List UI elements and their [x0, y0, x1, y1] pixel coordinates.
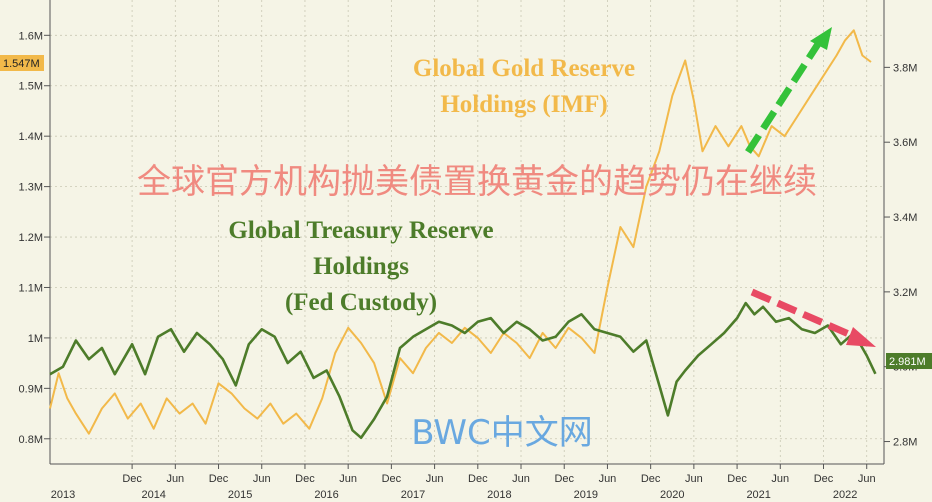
series-lines	[49, 29, 877, 440]
x-axis-month-label: Dec	[641, 473, 661, 485]
left-axis-tick-label: 1.5M	[19, 81, 43, 93]
x-axis-month-label: Dec	[295, 473, 315, 485]
chart-title: 全球官方机构抛美债置换黄金的趋势仍在继续	[137, 162, 817, 202]
up-trend-arrow-shaft	[745, 42, 821, 154]
up-trend-arrow	[745, 27, 832, 154]
left-current-value-tag: 1.547M	[0, 55, 44, 71]
x-axis-month-label: Jun	[858, 473, 876, 485]
up-trend-arrow-head	[810, 27, 832, 50]
down-trend-arrow-shaft	[750, 288, 860, 342]
treasury-annotation-line1: Global Treasury Reserve	[228, 217, 493, 244]
x-axis-month-label: Dec	[727, 473, 747, 485]
left-axis-tick-label: 1.1M	[19, 282, 43, 294]
x-axis-year-label: 2022	[833, 489, 857, 501]
x-axis-month-label: Jun	[512, 473, 530, 485]
down-trend-arrow	[750, 288, 876, 347]
treasury-annotation-line2: Holdings	[313, 253, 409, 280]
x-axis-year-label: 2019	[574, 489, 598, 501]
left-axis-tick-label: 1.4M	[19, 131, 43, 143]
right-current-value-tag: 2.981M	[886, 353, 932, 369]
x-axis-year-label: 2014	[141, 489, 165, 501]
x-axis-month-label: Dec	[468, 473, 488, 485]
x-axis-year-label: 2015	[228, 489, 252, 501]
right-axis-tick-label: 3.2M	[893, 287, 917, 299]
x-axis-month-label: Dec	[122, 473, 142, 485]
axes: 0.8M 0.9M 1M 1.1M 1.2M 1.3M 1.4M 1.5M 1.6M 2.8M 3.…	[19, 0, 917, 501]
watermark-text: BWC中文网	[411, 413, 592, 453]
x-axis-month-label: Jun	[599, 473, 617, 485]
x-axis-year-label: 2013	[51, 489, 75, 501]
gold-annotation-line1: Global Gold Reserve	[413, 55, 635, 82]
x-axis-month-label: Dec	[382, 473, 402, 485]
x-axis-month-label: Jun	[771, 473, 789, 485]
left-axis-tick-label: 1M	[28, 333, 43, 345]
x-axis-month-label: Jun	[253, 473, 271, 485]
treasury-annotation-line3: (Fed Custody)	[285, 289, 437, 316]
x-axis-month-label: Jun	[339, 473, 357, 485]
x-axis-year-label: 2017	[401, 489, 425, 501]
left-axis-tick-label: 0.8M	[19, 434, 43, 446]
left-axis-tick-label: 1.3M	[19, 182, 43, 194]
right-axis-tick-label: 3.6M	[893, 137, 917, 149]
x-axis-year-label: 2016	[314, 489, 338, 501]
x-axis-month-label: Jun	[426, 473, 444, 485]
x-axis-month-label: Jun	[685, 473, 703, 485]
x-axis-year-label: 2018	[487, 489, 511, 501]
x-axis-month-label: Dec	[554, 473, 574, 485]
x-axis-month-label: Dec	[814, 473, 834, 485]
x-axis-month-label: Dec	[209, 473, 229, 485]
right-axis-tick-label: 3.4M	[893, 212, 917, 224]
x-axis-month-label: Jun	[166, 473, 184, 485]
left-current-value-bg	[0, 55, 44, 71]
gold-annotation-line2: Holdings (IMF)	[440, 91, 607, 118]
x-axis-year-label: 2021	[746, 489, 770, 501]
right-axis-tick-label: 3.8M	[893, 62, 917, 74]
down-trend-arrow-head	[846, 327, 876, 347]
gold-reserve-line	[49, 29, 872, 435]
right-current-value: 2.981M	[889, 356, 926, 368]
left-axis-tick-label: 1.6M	[19, 30, 43, 42]
treasury-reserve-line	[49, 301, 877, 440]
left-axis-tick-label: 1.2M	[19, 232, 43, 244]
right-axis-tick-label: 2.8M	[893, 437, 917, 449]
right-current-value-bg	[886, 353, 932, 369]
x-axis-year-label: 2020	[660, 489, 684, 501]
left-axis-tick-label: 0.9M	[19, 383, 43, 395]
left-current-value: 1.547M	[3, 58, 40, 70]
